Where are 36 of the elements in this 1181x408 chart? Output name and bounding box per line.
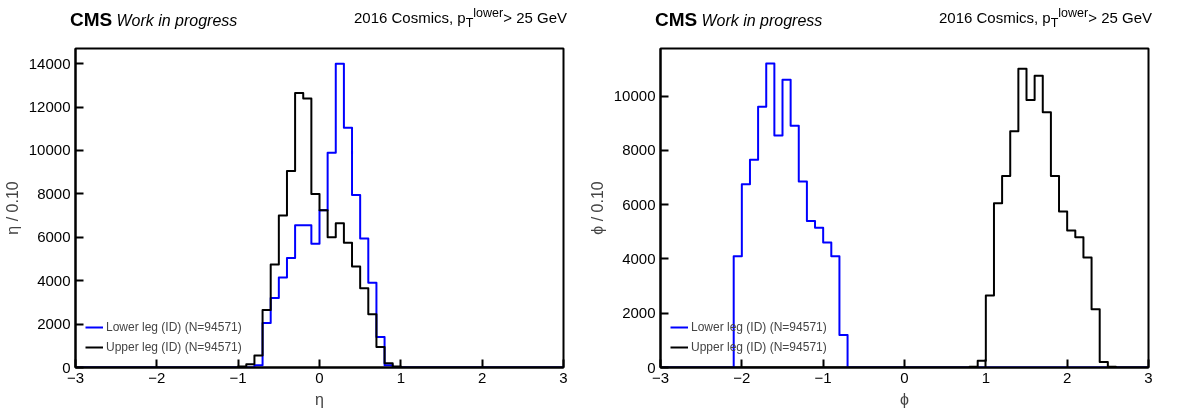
x-axis-title: η: [315, 390, 324, 408]
chart-subtitle: Work in progress: [701, 11, 823, 29]
y-tick-label: 4000: [37, 271, 71, 289]
x-tick-label: 0: [900, 368, 909, 386]
text: 2016 Cosmics, p$_{T}$$^{lower}$> 25 GeV: [353, 5, 567, 32]
y-tick-label: 6000: [37, 228, 71, 246]
x-tick-label: 2: [478, 368, 487, 386]
x-tick-label: −1: [229, 368, 247, 386]
x-tick-label: 1: [981, 368, 991, 386]
y-tick-label: 10000: [28, 141, 71, 159]
y-axis-title: ϕ / 0.10: [588, 181, 606, 235]
chart-subtitle: Work in progress: [116, 11, 238, 29]
y-tick-label: 6000: [622, 195, 656, 213]
x-tick-label: 0: [315, 368, 324, 386]
x-axis-title: ϕ: [900, 390, 910, 408]
y-tick-label: 4000: [622, 249, 656, 267]
y-axis-title: η / 0.10: [3, 181, 21, 235]
y-tick-label: 8000: [622, 141, 656, 159]
x-tick-label: −1: [814, 368, 832, 386]
chart-title: CMS: [70, 8, 113, 30]
y-tick-label: 10000: [613, 87, 656, 105]
legend-label: Lower leg (ID) (N=94571): [106, 320, 242, 334]
x-tick-label: 2: [1063, 368, 1072, 386]
legend-label: Upper leg (ID) (N=94571): [106, 340, 242, 354]
x-tick-label: 1: [396, 368, 406, 386]
x-tick-label: 3: [1144, 368, 1153, 386]
y-tick-label: 8000: [37, 184, 71, 202]
x-tick-label: −2: [733, 368, 751, 386]
x-tick-label: −2: [148, 368, 166, 386]
chart-title: CMS: [655, 8, 698, 30]
y-tick-label: 12000: [28, 98, 71, 116]
text: 2016 Cosmics, p$_{T}$$^{lower}$> 25 GeV: [938, 5, 1152, 32]
x-tick-label: 3: [559, 368, 568, 386]
y-tick-label: 2000: [622, 304, 656, 322]
y-tick-label: 2000: [37, 315, 71, 333]
y-tick-label: 14000: [28, 54, 71, 72]
